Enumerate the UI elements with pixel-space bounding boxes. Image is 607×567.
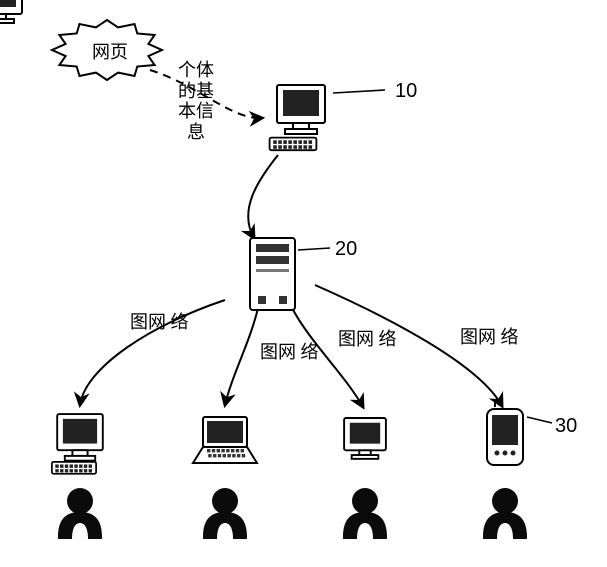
arrow-1 [248, 155, 278, 238]
arrow-3 [225, 308, 258, 405]
monitor-icon [277, 85, 325, 134]
person-icon [203, 488, 247, 539]
keyboard-icon [270, 138, 317, 151]
person-icon [483, 488, 527, 539]
cloud-label: 网页 [92, 42, 128, 63]
graph-net-label-3: 图网 络 [338, 325, 397, 351]
graph-net-label-1: 图网 络 [130, 308, 189, 334]
pda-icon [487, 399, 523, 465]
monitor-icon [0, 0, 22, 23]
graph-net-label-2: 图网 络 [260, 338, 319, 364]
id-client: 30 [555, 415, 577, 438]
leader-30 [527, 417, 552, 423]
laptop-icon [193, 417, 257, 463]
graph-net-label-4: 图网 络 [460, 323, 519, 349]
leader-20 [298, 248, 330, 250]
id-server: 20 [335, 238, 357, 261]
person-icon [343, 488, 387, 539]
id-workstation: 10 [395, 80, 417, 103]
person-icon [58, 488, 102, 539]
basic-info-label: 个体 的基 本信 息 [178, 60, 214, 143]
monitor-icon [57, 414, 103, 461]
server-icon [250, 238, 295, 310]
leader-10 [333, 90, 385, 93]
monitor-icon [344, 418, 386, 459]
keyboard-icon [52, 462, 96, 474]
